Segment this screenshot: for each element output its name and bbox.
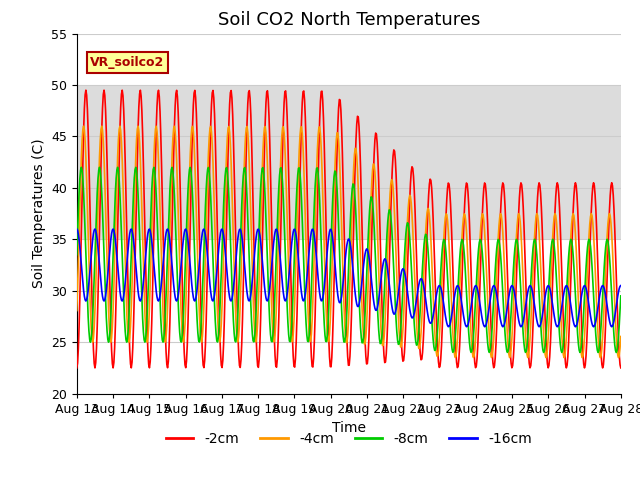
Text: VR_soilco2: VR_soilco2 bbox=[90, 56, 164, 69]
Y-axis label: Soil Temperatures (C): Soil Temperatures (C) bbox=[31, 139, 45, 288]
X-axis label: Time: Time bbox=[332, 421, 366, 435]
Legend: -2cm, -4cm, -8cm, -16cm: -2cm, -4cm, -8cm, -16cm bbox=[160, 426, 538, 452]
Bar bbox=[77, 85, 621, 240]
Title: Soil CO2 North Temperatures: Soil CO2 North Temperatures bbox=[218, 11, 480, 29]
